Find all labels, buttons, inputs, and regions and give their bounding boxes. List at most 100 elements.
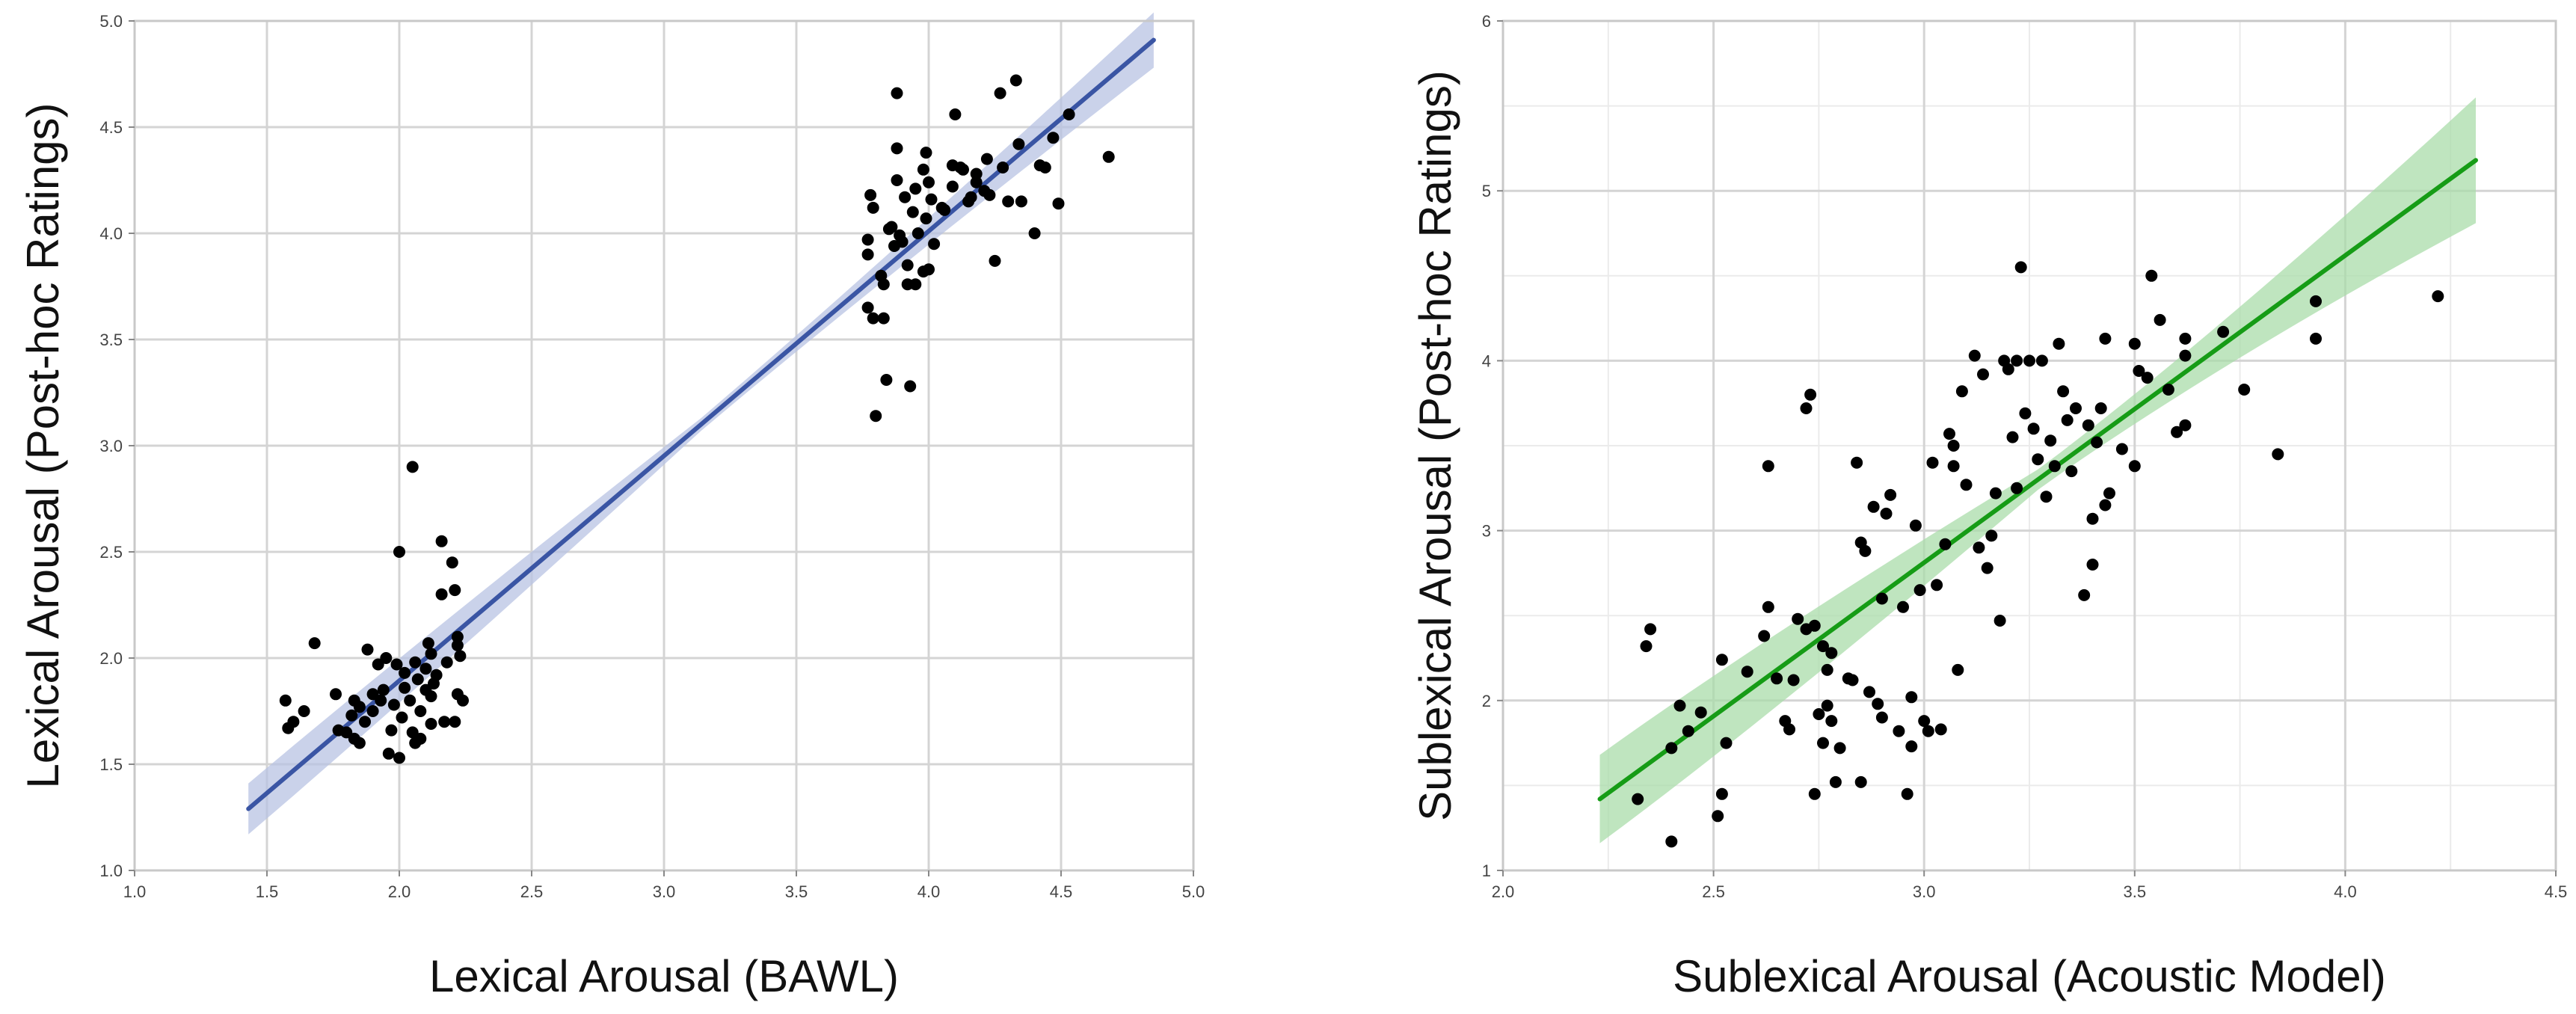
data-point <box>957 163 969 176</box>
data-point <box>1905 691 1918 704</box>
data-point <box>861 233 874 246</box>
data-point <box>1640 640 1653 653</box>
data-point <box>1694 706 1707 719</box>
data-point <box>1833 742 1846 755</box>
data-point <box>2432 290 2444 303</box>
data-point <box>1715 654 1728 666</box>
data-point <box>2023 354 2035 367</box>
data-point <box>867 312 879 325</box>
data-point <box>2014 261 2027 274</box>
data-point <box>430 669 443 681</box>
data-point <box>909 182 922 195</box>
data-point <box>1762 600 1774 613</box>
confidence-band <box>1599 97 2476 844</box>
data-point <box>1821 663 1833 676</box>
data-point <box>279 694 292 707</box>
data-point <box>2053 337 2065 350</box>
data-point <box>2011 354 2023 367</box>
data-point <box>1808 619 1821 632</box>
data-point <box>1968 349 1981 362</box>
data-point <box>1867 500 1880 513</box>
data-point <box>1884 488 1897 501</box>
data-point <box>1804 388 1817 401</box>
data-point <box>920 147 932 159</box>
data-point <box>885 221 898 233</box>
y-tick-label: 2.0 <box>99 649 123 668</box>
data-point <box>1063 108 1075 120</box>
data-point <box>1800 402 1813 414</box>
data-point <box>2002 363 2014 375</box>
data-point <box>2238 384 2251 396</box>
data-point <box>923 176 935 188</box>
data-point <box>1875 711 1888 724</box>
data-point <box>1859 544 1872 557</box>
left-y-axis-title: Lexical Arousal (Post-hoc Ratings) <box>18 102 68 788</box>
data-point <box>1644 623 1657 636</box>
data-point <box>2065 465 2078 478</box>
data-point <box>2128 337 2141 350</box>
data-point <box>2070 402 2082 414</box>
data-point <box>2272 448 2284 461</box>
data-point <box>409 656 422 669</box>
data-point <box>449 716 461 728</box>
data-point <box>1872 698 1884 710</box>
data-point <box>2145 269 2158 282</box>
data-point <box>399 666 411 679</box>
data-point <box>1943 428 1955 440</box>
data-point <box>1002 195 1015 208</box>
data-point <box>1012 138 1025 150</box>
data-point <box>1880 507 1893 520</box>
data-point <box>366 705 379 717</box>
data-point <box>1893 725 1905 737</box>
y-tick-label: 6 <box>1482 12 1491 31</box>
data-point <box>949 108 962 120</box>
x-tick-label: 2.0 <box>388 882 411 901</box>
data-point <box>2086 559 2099 571</box>
data-point <box>1977 368 1989 381</box>
data-point <box>1813 708 1825 720</box>
data-point <box>2035 354 2048 367</box>
x-tick-label: 1.5 <box>256 882 279 901</box>
data-point <box>917 163 929 176</box>
y-tick-label: 3 <box>1482 522 1491 541</box>
y-tick-label: 1.5 <box>99 755 123 774</box>
data-point <box>1973 541 1985 554</box>
data-point <box>1028 227 1041 239</box>
data-point <box>449 584 461 597</box>
data-point <box>1952 663 1964 676</box>
y-tick-label: 5.0 <box>99 12 123 31</box>
data-point <box>2032 453 2044 466</box>
data-point <box>406 461 419 473</box>
data-point <box>330 688 342 701</box>
data-point <box>393 546 405 558</box>
data-point <box>923 263 935 276</box>
data-point <box>920 212 932 225</box>
data-point <box>385 724 398 737</box>
data-point <box>1939 538 1952 550</box>
data-point <box>965 191 977 203</box>
data-point <box>1875 592 1888 605</box>
data-point <box>1981 562 1994 574</box>
data-point <box>353 737 366 749</box>
data-point <box>419 663 432 675</box>
data-point <box>425 718 437 730</box>
data-point <box>2115 443 2128 455</box>
data-point <box>1047 132 1060 144</box>
data-point <box>864 188 877 201</box>
data-point <box>387 698 400 711</box>
data-point <box>1039 162 1051 173</box>
data-point <box>2154 313 2166 326</box>
y-tick-label: 4.5 <box>99 118 123 137</box>
data-point <box>1947 440 1960 452</box>
data-point <box>451 630 464 643</box>
right-scatter-panel: 2.0 2.5 3.0 3.5 4.0 4.5 1 2 3 4 5 6 Sublexical Arou… <box>1410 12 2567 1001</box>
data-point <box>454 650 467 663</box>
data-point <box>1846 674 1859 686</box>
data-point <box>375 694 387 707</box>
data-point <box>438 716 451 728</box>
data-point <box>440 656 453 669</box>
data-point <box>989 254 1001 267</box>
data-point <box>2179 419 2192 431</box>
data-point <box>1918 715 1931 728</box>
